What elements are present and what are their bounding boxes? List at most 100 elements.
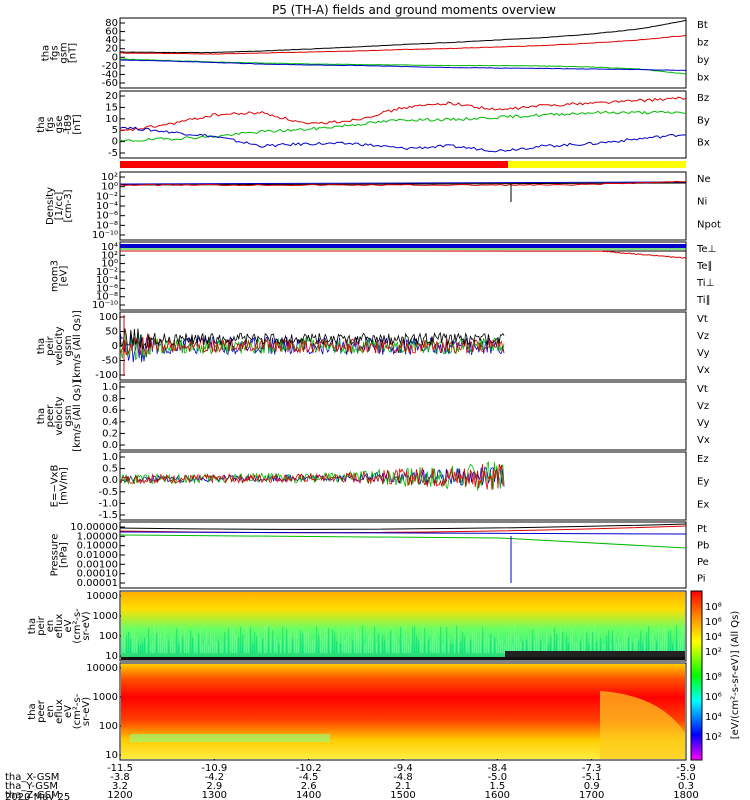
spectrogram-streak xyxy=(678,637,680,653)
spectrogram-streak xyxy=(638,640,640,653)
colorbar-tick-label: 10⁶ xyxy=(705,617,722,628)
spectrogram-streak xyxy=(274,636,276,653)
spectrogram-streak xyxy=(218,640,220,653)
spectrogram-streak xyxy=(362,626,364,653)
y-tick-label: 0.0 xyxy=(102,475,118,486)
y-tick-label: 10⁻⁶ xyxy=(96,211,118,222)
legend-item: Bt xyxy=(697,20,708,31)
series-line-velocity xyxy=(119,328,505,350)
spectrogram-streak xyxy=(648,625,650,653)
spectrogram-streak xyxy=(234,631,236,653)
y-tick-label: 0.00010 xyxy=(77,569,118,580)
y-tick-label: 10⁴ xyxy=(101,242,118,253)
spectrogram-streak xyxy=(184,630,186,653)
spectrogram-streak xyxy=(314,639,316,653)
x-tick-label: -5.9 xyxy=(676,763,696,774)
spectrogram-streak xyxy=(406,633,408,653)
spectrogram-streak xyxy=(664,628,666,653)
tha-y-gsm-label: tha_Y-GSM xyxy=(5,781,58,792)
spectrogram-streak xyxy=(658,627,660,653)
legend-item: Pe xyxy=(697,557,709,568)
spectrogram-streak xyxy=(484,637,486,653)
series-line-Bx xyxy=(119,126,687,153)
y-tick-label: 10⁻⁴ xyxy=(96,275,118,286)
spectrogram-streak xyxy=(220,639,222,653)
spectrogram-streak xyxy=(524,639,526,653)
spectrogram-streak xyxy=(538,627,540,653)
spectrogram-streak xyxy=(432,633,434,653)
spectrogram-streak xyxy=(454,633,456,653)
spectrogram-streak xyxy=(508,635,510,653)
spectrogram-streak xyxy=(222,642,224,653)
y-tick-label: 10⁻² xyxy=(96,191,118,202)
spectrogram-streak xyxy=(540,639,542,653)
tha-z-gsm-label: tha_Z-GSM xyxy=(5,790,60,800)
spectrogram-streak xyxy=(342,628,344,653)
spectrogram-streak xyxy=(512,644,514,653)
colorbar-tick-label: 10² xyxy=(705,647,722,658)
spectrogram-streak xyxy=(256,635,258,653)
spectrogram-streak xyxy=(294,629,296,653)
spectrogram-streak xyxy=(642,642,644,653)
spectrogram-streak xyxy=(334,632,336,653)
y-tick-label: 0.5 xyxy=(102,464,118,475)
spectrogram-streak xyxy=(312,639,314,653)
spectrogram-streak xyxy=(446,627,448,653)
legend-item: Vt xyxy=(697,314,708,325)
spectrogram-streak xyxy=(194,632,196,653)
y-tick-label: 10000 xyxy=(86,663,118,674)
spectrogram-streak xyxy=(580,640,582,653)
panel-frame xyxy=(119,90,687,159)
spectrogram-streak xyxy=(308,631,310,653)
spectrogram-streak xyxy=(278,643,280,653)
spectrogram-streak xyxy=(236,635,238,653)
spectrogram-streak xyxy=(650,636,652,653)
spectrogram-streak xyxy=(132,627,134,653)
y-axis-label: tha xyxy=(36,338,47,354)
colorbar-tick-label: 10² xyxy=(705,732,722,743)
spectrogram-streak xyxy=(146,638,148,653)
spectrogram-streak xyxy=(622,636,624,653)
colorbar-tick-label: 10⁶ xyxy=(705,692,722,703)
spectrogram-streak xyxy=(572,626,574,653)
legend-item: Pt xyxy=(697,524,707,535)
spectrogram-streak xyxy=(588,644,590,653)
spectrogram-streak xyxy=(490,633,492,653)
spectrogram-streak xyxy=(138,643,140,653)
x-tick-label: -4.8 xyxy=(393,772,413,783)
spectrogram-streak xyxy=(478,641,480,653)
spectrogram-streak xyxy=(598,631,600,653)
spectrogram-streak xyxy=(672,644,674,653)
series-line-velocity xyxy=(119,331,505,363)
spectrogram-streak xyxy=(276,639,278,653)
x-tick-label: 1.5 xyxy=(489,781,505,792)
spectrogram-streak xyxy=(348,626,350,653)
spectrogram-streak xyxy=(206,631,208,653)
series-line-Pi xyxy=(119,531,687,535)
spectrogram-streak xyxy=(444,633,446,653)
y-axis-label: peer xyxy=(45,404,56,428)
spectrogram-streak xyxy=(318,634,320,653)
spectrogram-streak xyxy=(632,643,634,653)
spectrogram-streak xyxy=(414,625,416,653)
spectrogram-streak xyxy=(630,637,632,653)
spectrogram-streak xyxy=(590,627,592,653)
y-axis-label: [nT] xyxy=(72,114,83,134)
spectrogram-streak xyxy=(198,633,200,653)
spectrogram-streak xyxy=(608,630,610,653)
spectrogram-streak xyxy=(180,626,182,653)
spectrogram-streak xyxy=(440,626,442,653)
spectrogram-streak xyxy=(462,631,464,653)
spectrogram-streak xyxy=(476,632,478,653)
spectrogram-streak xyxy=(448,638,450,653)
spectrogram-streak xyxy=(126,635,128,653)
y-tick-label: 100 xyxy=(99,631,118,642)
spectrogram-streak xyxy=(596,641,598,653)
y-tick-label: 0.8 xyxy=(102,394,118,405)
spectrogram-streak xyxy=(140,644,142,653)
spectrogram-streak xyxy=(250,627,252,653)
legend-item: Pi xyxy=(697,574,706,585)
spectrogram-streak xyxy=(450,644,452,653)
spectrogram-streak xyxy=(270,637,272,653)
